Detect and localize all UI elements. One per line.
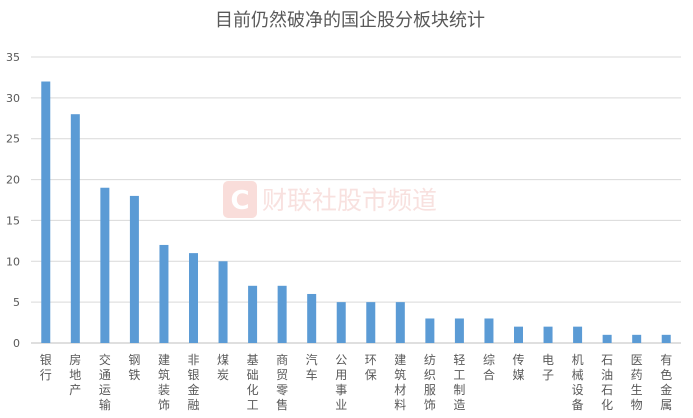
bar-纺织服饰	[425, 318, 435, 343]
bar-商贸零售	[277, 285, 287, 343]
x-category-label: 煤炭	[217, 353, 229, 382]
y-axis-tick-labels: 0 5 10 15 20 25 30 35	[6, 51, 20, 350]
x-category-label: 纺织服饰	[424, 353, 436, 412]
watermark-text: 财联社股市频道	[262, 186, 437, 215]
y-tick-label: 25	[6, 133, 20, 146]
x-category-label: 电子	[542, 353, 554, 382]
gridlines	[31, 56, 681, 344]
x-category-label: 有色金属	[660, 353, 672, 412]
x-category-label: 环保	[365, 353, 377, 382]
x-category-label: 轻工制造	[453, 353, 465, 412]
bar-传媒	[514, 326, 523, 343]
bar-环保	[366, 302, 376, 343]
watermark-logo-letter: C	[230, 186, 249, 216]
bar-公用事业	[336, 302, 346, 343]
bar-基础化工	[248, 285, 258, 343]
bar-建筑装饰	[159, 244, 169, 343]
x-category-label: 建筑装饰	[158, 353, 170, 412]
bar-钢铁	[129, 195, 139, 343]
chart-title: 目前仍然破净的国企股分板块统计	[215, 10, 485, 31]
y-tick-label: 10	[6, 255, 20, 268]
bar-汽车	[307, 293, 317, 343]
watermark-logo-badge	[223, 181, 257, 218]
y-tick-label: 5	[13, 296, 20, 309]
x-axis-category-labels: 银行 房地产 交通运输 钢铁 建筑装饰 非银金融 煤炭 基础化工 商贸零售 汽车 公用事业 环保 建筑材…	[40, 352, 672, 412]
y-tick-label: 20	[6, 174, 20, 187]
x-category-label: 医药生物	[631, 353, 643, 412]
bar-有色金属	[661, 334, 671, 343]
x-category-label: 钢铁	[128, 353, 140, 382]
x-category-label: 汽车	[306, 352, 318, 382]
bar-非银金融	[189, 253, 198, 343]
bar-轻工制造	[454, 318, 464, 343]
x-category-label: 石油石化	[601, 353, 613, 412]
bar-石油石化	[602, 334, 612, 343]
y-tick-label: 35	[6, 51, 20, 64]
y-tick-label: 0	[13, 337, 20, 350]
x-category-label: 机械设备	[572, 353, 584, 412]
bar-电子	[543, 326, 553, 343]
y-tick-label: 30	[6, 92, 20, 105]
x-category-label: 交通运输	[99, 352, 111, 412]
bar-煤炭	[218, 261, 228, 343]
x-category-label: 房地产	[69, 352, 81, 397]
x-category-label: 银行	[40, 353, 52, 382]
bar-医药生物	[632, 334, 642, 343]
x-category-label: 基础化工	[247, 353, 259, 412]
bar-银行	[41, 81, 51, 343]
x-category-label: 商贸零售	[276, 352, 288, 412]
bar-房地产	[70, 114, 80, 343]
x-category-label: 传媒	[512, 352, 524, 382]
y-tick-label: 15	[6, 214, 20, 227]
bar-机械设备	[573, 326, 583, 343]
x-category-label: 建筑材料	[394, 353, 406, 412]
x-category-label: 非银金融	[187, 353, 199, 412]
bar-交通运输	[100, 187, 110, 343]
bar-综合	[484, 318, 494, 343]
x-category-label: 公用事业	[335, 353, 347, 412]
bars	[41, 81, 671, 343]
bar-建筑材料	[395, 302, 405, 343]
x-category-label: 综合	[483, 353, 495, 382]
watermark: C 财联社股市频道	[223, 181, 437, 218]
